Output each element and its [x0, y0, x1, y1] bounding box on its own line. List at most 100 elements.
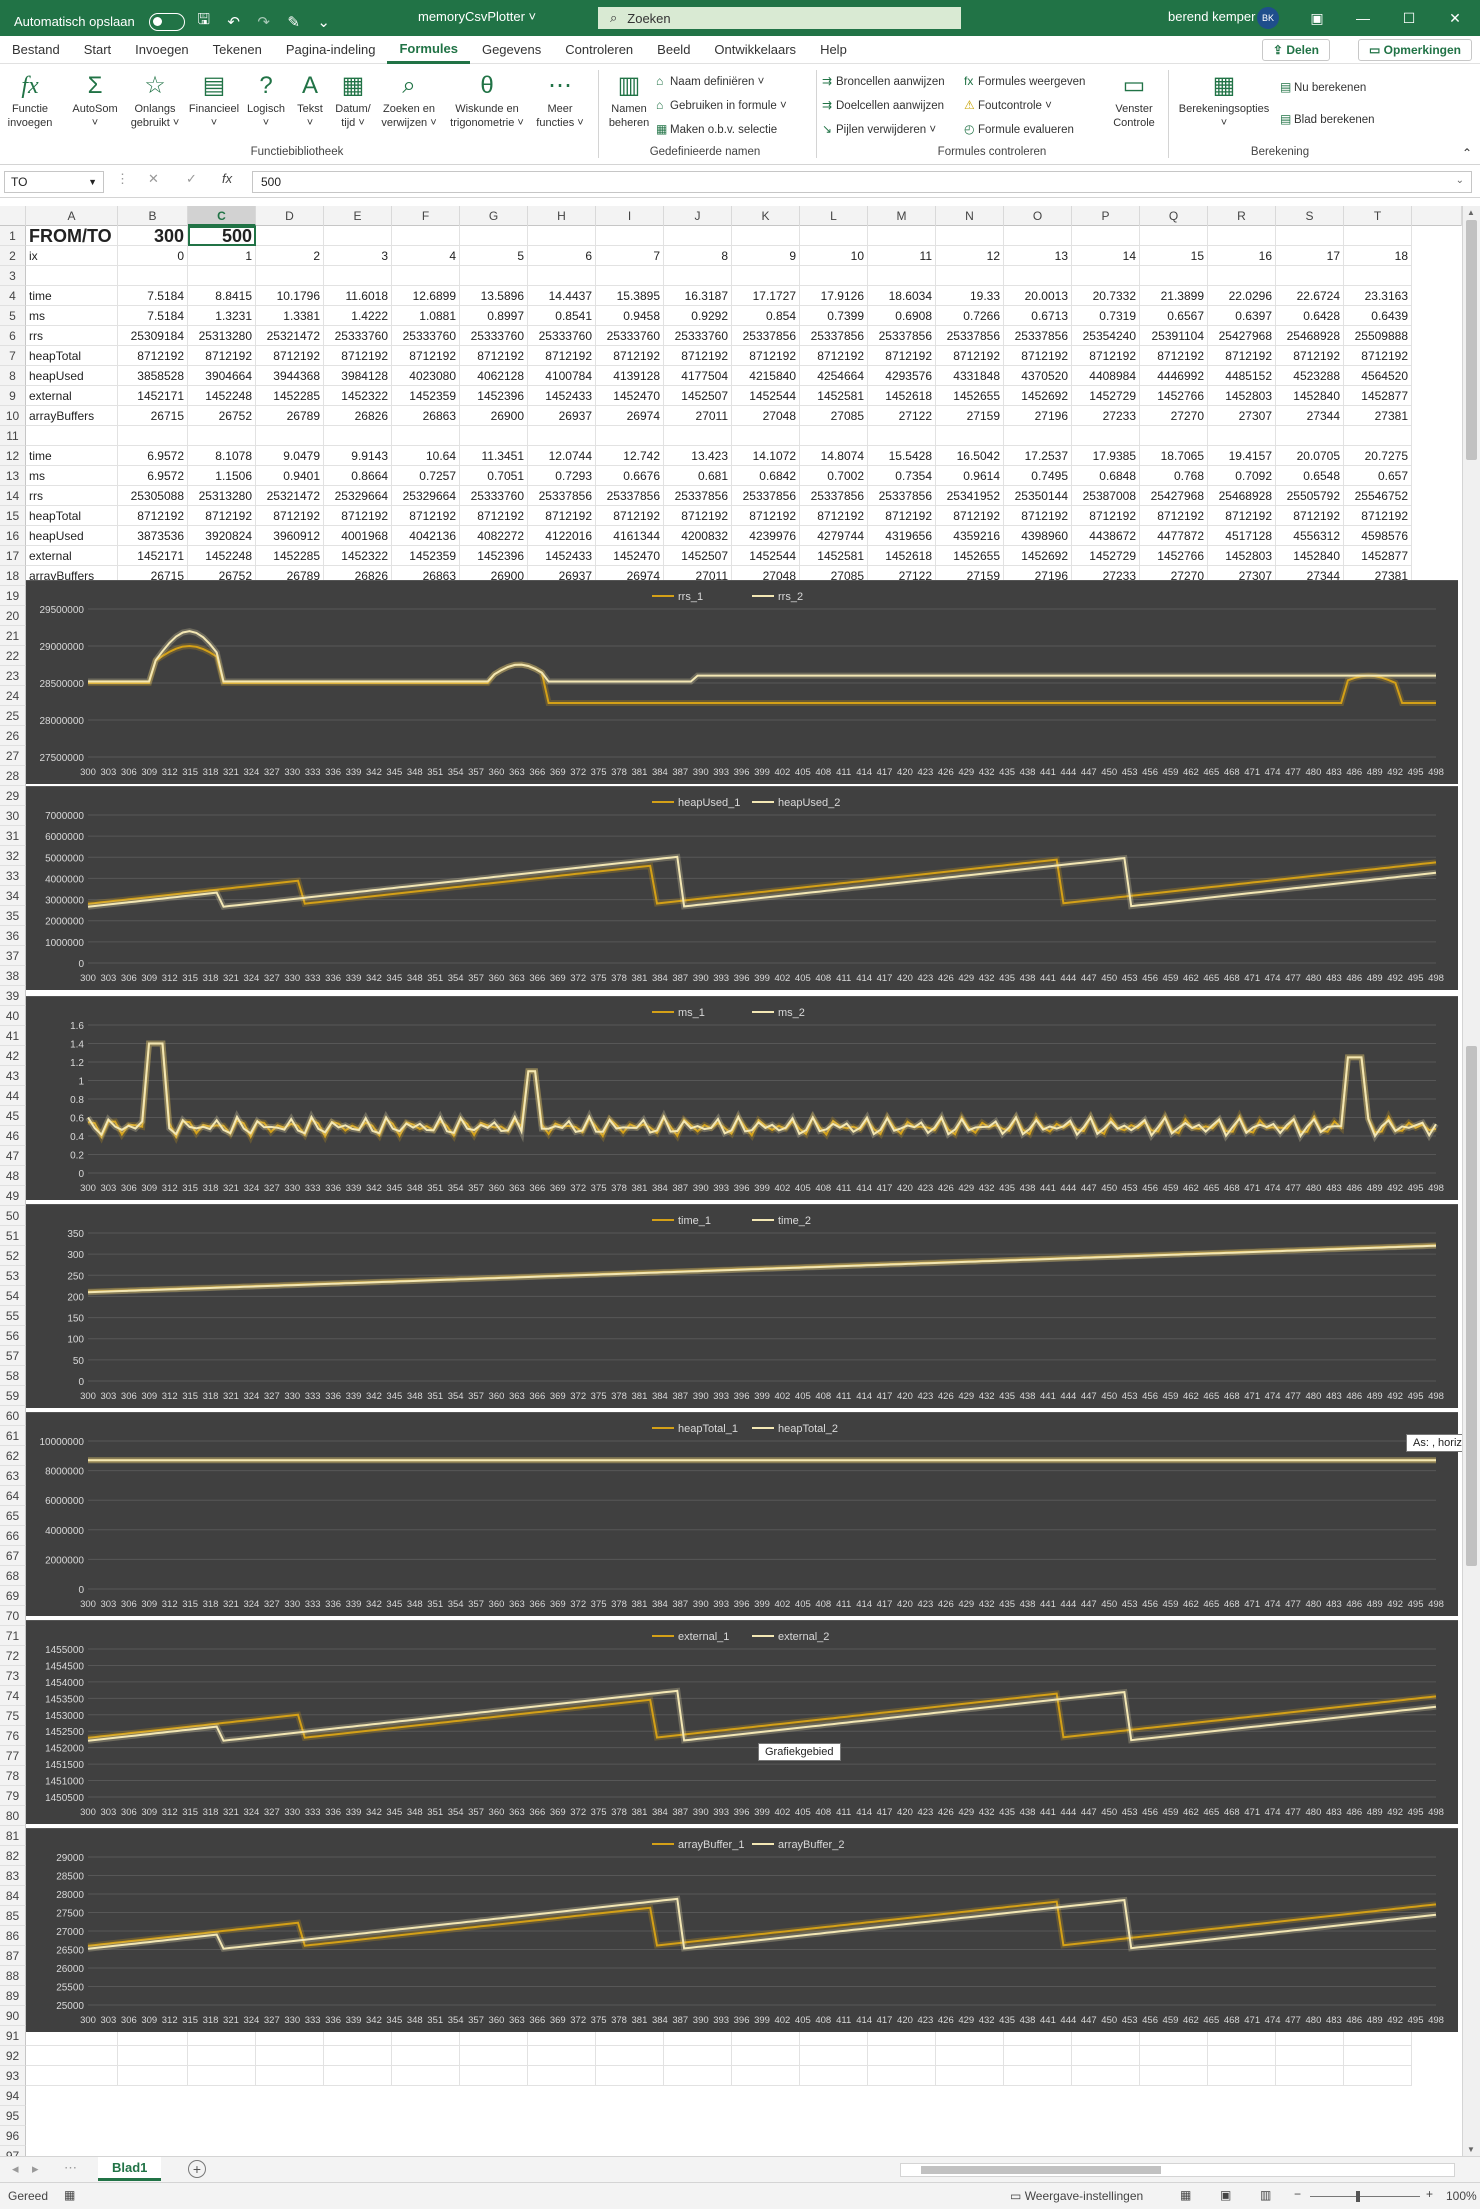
cell-l17[interactable]: 1452581: [800, 546, 868, 566]
empty-cell[interactable]: [1344, 2066, 1412, 2086]
scroll-down-icon[interactable]: ▼: [1467, 2145, 1475, 2154]
cell-g11[interactable]: [460, 426, 528, 446]
cell-e6[interactable]: 25333760: [324, 326, 392, 346]
cell-k4[interactable]: 17.1727: [732, 286, 800, 306]
tab-formules[interactable]: Formules: [387, 36, 470, 64]
maximize-icon[interactable]: ☐: [1402, 9, 1416, 26]
row-header[interactable]: 40: [0, 1006, 26, 1026]
cell-c7[interactable]: 8712192: [188, 346, 256, 366]
cell-d13[interactable]: 0.9401: [256, 466, 324, 486]
next-sheet-icon[interactable]: ▸: [32, 2161, 39, 2176]
cell-t8[interactable]: 4564520: [1344, 366, 1412, 386]
cell-j1[interactable]: [664, 226, 732, 246]
cell-c5[interactable]: 1.3231: [188, 306, 256, 326]
cell-d15[interactable]: 8712192: [256, 506, 324, 526]
chart-2[interactable]: heapUsed_1 heapUsed_2 7000000 6000000 500000…: [26, 786, 1458, 990]
cell-s9[interactable]: 1452840: [1276, 386, 1344, 406]
cell-j3[interactable]: [664, 266, 732, 286]
chart-7[interactable]: arrayBuffer_1 arrayBuffer_2 29000 28500 2800…: [26, 1828, 1458, 2032]
row-header[interactable]: 96: [0, 2126, 26, 2146]
row-header[interactable]: 29: [0, 786, 26, 806]
cell-f5[interactable]: 1.0881: [392, 306, 460, 326]
cell-d11[interactable]: [256, 426, 324, 446]
cell-q7[interactable]: 8712192: [1140, 346, 1208, 366]
math-trig-button[interactable]: θ Wiskunde en trigonometrie ˅: [444, 70, 530, 130]
cell-l14[interactable]: 25337856: [800, 486, 868, 506]
chart-4[interactable]: time_1 time_2 350 300 250 200 150 100 50 0 300 303 3…: [26, 1204, 1458, 1408]
cell-t11[interactable]: [1344, 426, 1412, 446]
calc-options-button[interactable]: ▦ Berekeningsopties ˅: [1174, 70, 1274, 130]
empty-cell[interactable]: [528, 2066, 596, 2086]
cell-o6[interactable]: 25337856: [1004, 326, 1072, 346]
row-header[interactable]: 19: [0, 586, 26, 606]
select-all-corner[interactable]: [0, 206, 26, 226]
cell-i6[interactable]: 25333760: [596, 326, 664, 346]
cell-n8[interactable]: 4331848: [936, 366, 1004, 386]
column-header-s[interactable]: S: [1276, 206, 1344, 226]
redo-icon[interactable]: ↷: [257, 13, 270, 31]
cell-b2[interactable]: 0: [118, 246, 188, 266]
row-header[interactable]: 71: [0, 1626, 26, 1646]
row-header[interactable]: 95: [0, 2106, 26, 2126]
empty-cell[interactable]: [1208, 2046, 1276, 2066]
cell-t10[interactable]: 27381: [1344, 406, 1412, 426]
hscroll-thumb[interactable]: [921, 2166, 1161, 2174]
cell-q1[interactable]: [1140, 226, 1208, 246]
row-header[interactable]: 32: [0, 846, 26, 866]
cell-b7[interactable]: 8712192: [118, 346, 188, 366]
row-header[interactable]: 15: [0, 506, 26, 526]
empty-cell[interactable]: [460, 2046, 528, 2066]
row-header[interactable]: 57: [0, 1346, 26, 1366]
empty-cell[interactable]: [26, 2046, 118, 2066]
tab-controleren[interactable]: Controleren: [565, 41, 634, 57]
cell-j5[interactable]: 0.9292: [664, 306, 732, 326]
row-header[interactable]: 9: [0, 386, 26, 406]
cell-m14[interactable]: 25337856: [868, 486, 936, 506]
cell-c17[interactable]: 1452248: [188, 546, 256, 566]
cell-t1[interactable]: [1344, 226, 1412, 246]
cell-o16[interactable]: 4398960: [1004, 526, 1072, 546]
trace-precedents-button[interactable]: ⇉ Broncellen aanwijzen: [822, 72, 945, 90]
empty-cell[interactable]: [528, 2046, 596, 2066]
cell-h17[interactable]: 1452433: [528, 546, 596, 566]
cell-s11[interactable]: [1276, 426, 1344, 446]
cell-i15[interactable]: 8712192: [596, 506, 664, 526]
cell-q14[interactable]: 25427968: [1140, 486, 1208, 506]
cell-d10[interactable]: 26789: [256, 406, 324, 426]
empty-cell[interactable]: [1004, 2066, 1072, 2086]
row-header[interactable]: 14: [0, 486, 26, 506]
empty-cell[interactable]: [1072, 2026, 1140, 2046]
cell-n10[interactable]: 27159: [936, 406, 1004, 426]
cell-f9[interactable]: 1452359: [392, 386, 460, 406]
empty-cell[interactable]: [1344, 2046, 1412, 2066]
cell-c14[interactable]: 25313280: [188, 486, 256, 506]
empty-cell[interactable]: [256, 2046, 324, 2066]
cell-i16[interactable]: 4161344: [596, 526, 664, 546]
cell-e7[interactable]: 8712192: [324, 346, 392, 366]
row-header[interactable]: 75: [0, 1706, 26, 1726]
cell-o4[interactable]: 20.0013: [1004, 286, 1072, 306]
cell-q8[interactable]: 4446992: [1140, 366, 1208, 386]
cell-c4[interactable]: 8.8415: [188, 286, 256, 306]
cell-m2[interactable]: 11: [868, 246, 936, 266]
cell-r9[interactable]: 1452803: [1208, 386, 1276, 406]
row-header[interactable]: 18: [0, 566, 26, 586]
cell-o14[interactable]: 25350144: [1004, 486, 1072, 506]
row-header[interactable]: 50: [0, 1206, 26, 1226]
cell-h6[interactable]: 25333760: [528, 326, 596, 346]
cell-m17[interactable]: 1452618: [868, 546, 936, 566]
cell-r6[interactable]: 25427968: [1208, 326, 1276, 346]
row-header[interactable]: 11: [0, 426, 26, 446]
cell-o11[interactable]: [1004, 426, 1072, 446]
cell-p10[interactable]: 27233: [1072, 406, 1140, 426]
cell-f8[interactable]: 4023080: [392, 366, 460, 386]
empty-cell[interactable]: [324, 2046, 392, 2066]
row-header[interactable]: 55: [0, 1306, 26, 1326]
row-header[interactable]: 65: [0, 1506, 26, 1526]
window-title[interactable]: memoryCsvPlotter ˅: [418, 9, 537, 24]
empty-cell[interactable]: [26, 2066, 118, 2086]
cell-g16[interactable]: 4082272: [460, 526, 528, 546]
row-header[interactable]: 59: [0, 1386, 26, 1406]
row-header[interactable]: 80: [0, 1806, 26, 1826]
